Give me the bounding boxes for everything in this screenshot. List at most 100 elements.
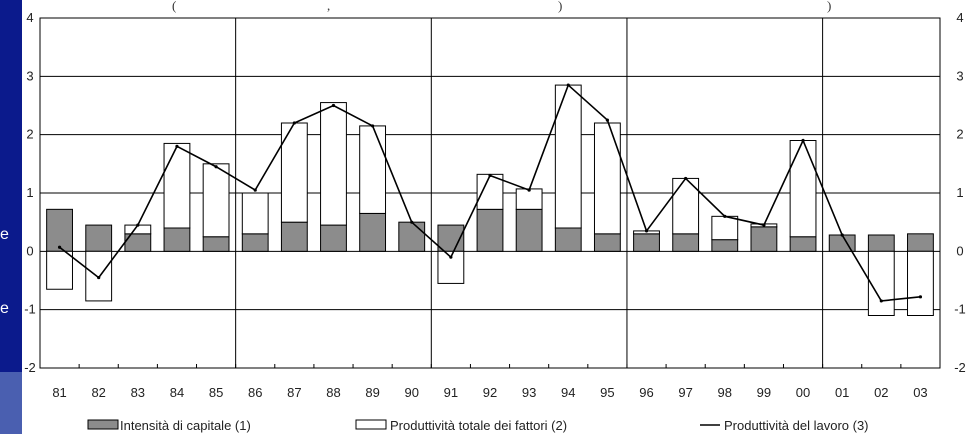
tfp-bar xyxy=(280,122,308,223)
y-tick-label-right: 0 xyxy=(956,243,963,258)
labour-productivity-point xyxy=(879,299,883,303)
x-tick-label: 84 xyxy=(170,385,184,400)
x-tick-label: 94 xyxy=(561,385,575,400)
labour-productivity-point xyxy=(644,229,649,233)
y-tick-label-left: 0 xyxy=(26,243,33,258)
tfp-bar xyxy=(554,84,582,229)
labour-productivity-point xyxy=(488,173,492,178)
labour-productivity-point xyxy=(292,121,296,125)
capital-intensity-bar xyxy=(593,233,621,252)
capital-intensity-bar xyxy=(202,236,230,252)
bars xyxy=(46,84,934,316)
labour-productivity-point xyxy=(605,118,609,122)
capital-intensity-bar xyxy=(476,208,504,252)
axes: -2 -2-1 -10 01 12 23 34 481 82 83 84 85 86 87 88 89 90 91… xyxy=(24,10,966,400)
tfp-bar xyxy=(711,215,739,241)
subtitle-fragment: , xyxy=(327,0,330,13)
slide-left-strip: e e xyxy=(0,0,22,434)
x-tick-label: 88 xyxy=(326,385,340,400)
slide-text-fragment: e xyxy=(0,226,9,243)
capital-intensity-bar xyxy=(46,208,73,252)
x-tick-label: 98 xyxy=(718,385,732,400)
x-tick-label: 99 xyxy=(757,385,771,400)
capital-intensity-bar xyxy=(241,233,269,252)
tfp-bar xyxy=(241,192,269,235)
capital-intensity-bar xyxy=(398,221,426,252)
slide-text-fragment: e xyxy=(0,300,9,317)
y-tick-label-left: -1 xyxy=(24,302,36,317)
y-tick-label-left: 2 xyxy=(26,127,33,142)
legend-label-labour: Produttività del lavoro (3) xyxy=(724,418,869,433)
capital-intensity-bar xyxy=(280,221,308,252)
capital-intensity-bar xyxy=(320,224,347,252)
labour-productivity-point xyxy=(331,103,336,108)
chart-panel: ( , ) ) -2 -2 -1 -1 0 0 1 1 2 2 3 3 4 4 81 82 83 84 85 86 87… xyxy=(22,0,976,434)
x-tick-label: 91 xyxy=(444,385,458,400)
labour-productivity-point xyxy=(566,83,570,87)
y-tick-label-right: 3 xyxy=(956,68,963,83)
labour-productivity-point xyxy=(684,176,688,181)
y-tick-label-right: 1 xyxy=(956,185,963,200)
x-tick-label: 03 xyxy=(913,385,927,400)
legend-label-tfp: Produttività totale dei fattori (2) xyxy=(390,418,567,433)
capital-intensity-bar xyxy=(163,227,191,252)
y-tick-label-left: -2 xyxy=(24,360,36,375)
tfp-bar xyxy=(359,125,387,214)
capital-intensity-bar xyxy=(750,226,778,252)
x-tick-label: 82 xyxy=(91,385,105,400)
subtitle-fragments: ( , ) ) xyxy=(172,0,831,13)
tfp-bar xyxy=(867,250,895,316)
x-tick-label: 96 xyxy=(639,385,653,400)
tfp-bar xyxy=(593,122,621,235)
x-tick-label: 95 xyxy=(600,385,614,400)
x-tick-label: 90 xyxy=(405,385,419,400)
x-tick-label: 87 xyxy=(287,385,301,400)
x-tick-label: 89 xyxy=(365,385,379,400)
y-tick-label-right: -2 xyxy=(954,360,966,375)
x-tick-label: 00 xyxy=(796,385,810,400)
labour-productivity-point xyxy=(97,275,101,280)
capital-intensity-bar xyxy=(633,233,660,252)
tfp-bar xyxy=(202,163,230,238)
labour-productivity-point xyxy=(723,214,727,218)
y-tick-label-right: -1 xyxy=(954,302,966,317)
x-tick-label: 01 xyxy=(835,385,849,400)
y-tick-label-left: 3 xyxy=(26,68,33,83)
x-tick-label: 86 xyxy=(248,385,262,400)
labour-productivity-point xyxy=(527,188,531,192)
tfp-bar xyxy=(907,250,934,316)
labour-productivity-point xyxy=(449,255,453,259)
tfp-bar xyxy=(320,102,347,226)
capital-intensity-bar xyxy=(867,234,895,252)
capital-intensity-bar xyxy=(359,212,387,252)
capital-intensity-bar xyxy=(789,236,817,252)
capital-intensity-bar xyxy=(554,227,582,252)
x-tick-label: 85 xyxy=(209,385,223,400)
x-tick-label: 81 xyxy=(52,385,66,400)
labour-productivity-line xyxy=(57,83,923,303)
slide-bottom-band xyxy=(0,372,22,434)
legend-swatch-capital xyxy=(87,419,119,430)
tfp-bar xyxy=(46,250,73,290)
subtitle-fragment: ) xyxy=(827,0,831,13)
y-tick-label-left: 4 xyxy=(26,10,33,25)
legend: Intensità di capitale (1) Produttività to… xyxy=(87,418,869,433)
labour-productivity-point xyxy=(762,223,766,227)
tfp-bar xyxy=(515,188,543,210)
tfp-bar xyxy=(789,140,817,238)
labour-productivity-point xyxy=(136,223,140,227)
labour-productivity-point xyxy=(57,245,62,249)
labour-productivity-point xyxy=(371,124,375,128)
capital-intensity-bar xyxy=(85,224,113,252)
capital-intensity-bar xyxy=(515,208,543,252)
x-tick-label: 02 xyxy=(874,385,888,400)
labour-productivity-point xyxy=(214,165,218,169)
subtitle-fragment: ( xyxy=(172,0,176,13)
capital-intensity-bar xyxy=(711,239,739,252)
labour-productivity-point xyxy=(410,220,414,224)
x-tick-label: 83 xyxy=(131,385,145,400)
x-tick-label: 97 xyxy=(678,385,692,400)
labour-productivity-point xyxy=(918,295,923,299)
labour-productivity-point xyxy=(801,138,805,143)
x-tick-label: 92 xyxy=(483,385,497,400)
